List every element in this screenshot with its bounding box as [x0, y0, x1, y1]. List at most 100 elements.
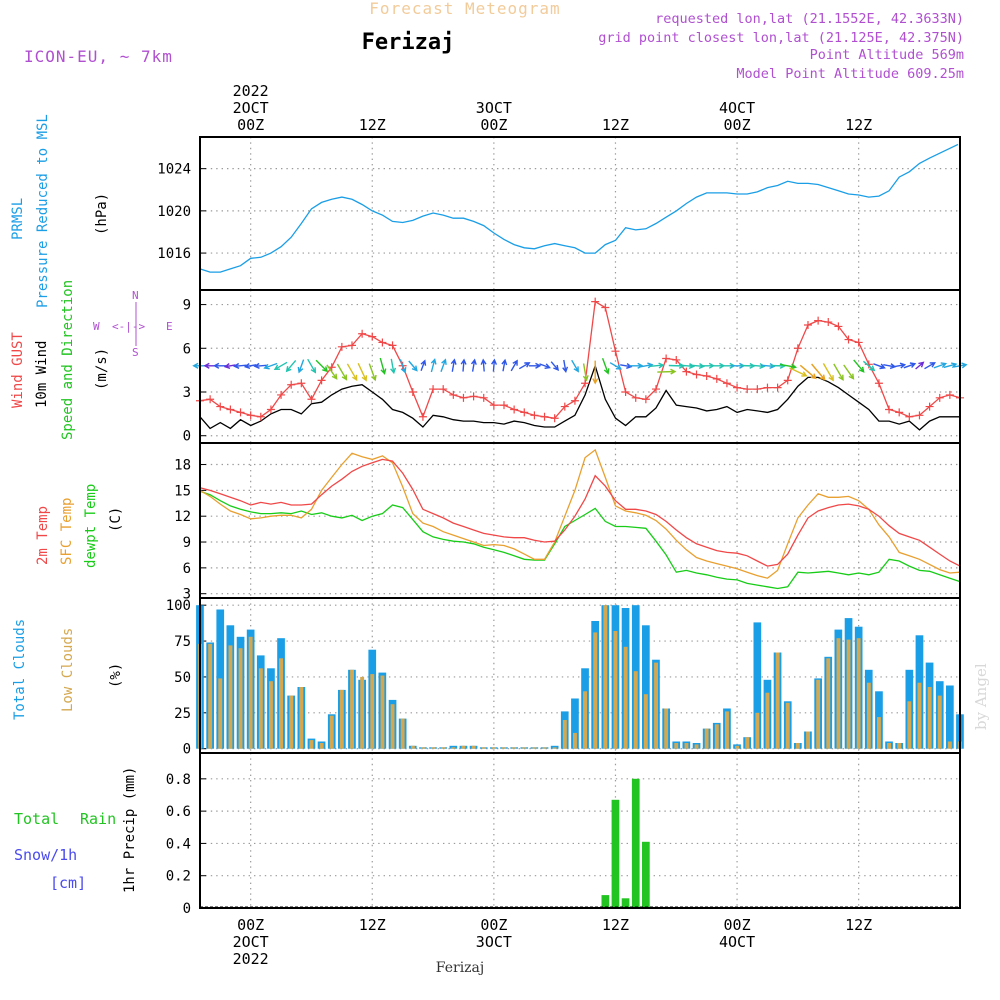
low-cloud-bar [400, 718, 405, 749]
low-cloud-bar [532, 747, 537, 749]
low-cloud-bar [917, 682, 922, 749]
speed-direction-label: Speed and Direction [60, 280, 76, 440]
top-time-label: 00Z [480, 116, 507, 134]
top-time-label: 12Z [845, 116, 872, 134]
2m-temp-line [199, 458, 961, 567]
compass-w: W [93, 320, 100, 333]
wind-arrow [379, 357, 387, 375]
low-cloud-bar [360, 676, 365, 749]
gust-marker [530, 411, 539, 420]
top-time-label: 00Z [724, 116, 751, 134]
y-tick-label: 15 [174, 483, 191, 499]
wind-arrow [833, 363, 844, 381]
compass-s: S [132, 346, 139, 359]
low-cloud-bar [542, 747, 547, 749]
gust-marker [550, 414, 559, 423]
chart-subtitle: Forecast Meteogram [369, 0, 560, 18]
2m-temp-label: 2m Temp [35, 506, 51, 565]
gust-marker [895, 408, 904, 417]
total-cloud-bar [571, 698, 579, 749]
rain-bar [611, 799, 620, 908]
top-time-label: 12Z [602, 116, 629, 134]
low-cloud-bar [208, 643, 213, 749]
y-tick-label: 0.2 [166, 869, 191, 885]
gust-marker [226, 405, 235, 414]
wind-gust-label: Wind GUST [10, 332, 26, 408]
y-tick-label: 0.8 [166, 772, 191, 788]
wind-arrow [620, 363, 633, 369]
y-tick-label: 100 [166, 598, 191, 614]
wind-arrow [285, 359, 297, 373]
top-time-label: 3OCT [476, 99, 512, 117]
wind-arrow [307, 358, 317, 374]
low-cloud-bar [745, 737, 750, 749]
low-cloud-bar [735, 745, 739, 749]
snow-label: Snow/1h [14, 846, 77, 864]
wind-arrow [903, 362, 917, 369]
gust-marker [581, 379, 590, 388]
low-cloud-bar [593, 632, 598, 749]
low-cloud-bar [421, 747, 425, 749]
gust-marker [307, 395, 316, 404]
wind-arrow [326, 364, 338, 380]
low-cloud-bar [289, 695, 294, 749]
precip-panel-labels: Total Rain Snow/1h [cm] 1hr Precip (mm) [14, 767, 138, 893]
top-time-label: 4OCT [719, 99, 755, 117]
low-cloud-bar [573, 732, 577, 749]
wind-arrow [933, 362, 948, 369]
wind-arrow [582, 363, 589, 382]
wind-arrow [873, 363, 886, 370]
wind-arrow [420, 359, 427, 372]
wind-arrow [336, 363, 348, 381]
top-time-label: 2OCT [233, 99, 269, 117]
rain-label: Rain [80, 810, 116, 828]
y-tick-label: 1016 [157, 246, 191, 262]
low-cloud-bar [704, 728, 709, 749]
wind-arrow [213, 362, 226, 369]
gust-marker [368, 332, 377, 341]
low-cloud-bar [329, 715, 334, 749]
y-tick-label: 3 [183, 587, 191, 603]
low-cloud-bar [897, 743, 902, 749]
wind-panel: 0 3 6 9 [183, 290, 968, 445]
bottom-time-label: 00Z [480, 916, 507, 934]
wind-arrow [779, 363, 798, 370]
gust-marker [824, 318, 833, 327]
low-cloud-bar [491, 747, 496, 749]
gust-marker [418, 412, 427, 421]
y-tick-label: 6 [183, 341, 191, 357]
wind-arrow [924, 362, 936, 370]
low-cloud-bar [887, 743, 891, 749]
low-clouds-label: Low Clouds [60, 628, 76, 712]
precip-frame [199, 752, 961, 909]
low-cloud-bar [654, 662, 658, 749]
low-cloud-bar [228, 645, 233, 749]
wind-arrow [223, 363, 236, 369]
low-cloud-bar [238, 648, 243, 749]
low-cloud-bar [674, 743, 679, 749]
model-label: ICON-EU, ~ 7km [24, 47, 173, 66]
wind-arrow [528, 362, 542, 369]
gust-marker [935, 393, 944, 402]
y-tick-label: 9 [183, 298, 191, 314]
gust-marker [206, 395, 215, 404]
low-cloud-bar [816, 679, 821, 749]
gust-marker [652, 385, 660, 394]
bottom-time-label: 2OCT [233, 933, 269, 951]
gust-marker [763, 383, 772, 392]
low-cloud-bar [643, 694, 648, 749]
wind-arrow [510, 359, 518, 372]
top-time-label: 00Z [237, 116, 264, 134]
gust-marker [500, 401, 508, 410]
rain-bar [631, 778, 640, 908]
gust-marker [540, 412, 549, 421]
total-label: Total [14, 810, 59, 828]
gust-marker [297, 379, 306, 388]
chart-title: Ferizaj [362, 30, 455, 55]
cloud-panel-labels: Total Clouds Low Clouds (%) [12, 619, 124, 720]
wind-arrow [273, 361, 288, 371]
gust-marker [804, 320, 812, 329]
low-cloud-bar [552, 747, 557, 749]
gust-marker [510, 405, 519, 414]
